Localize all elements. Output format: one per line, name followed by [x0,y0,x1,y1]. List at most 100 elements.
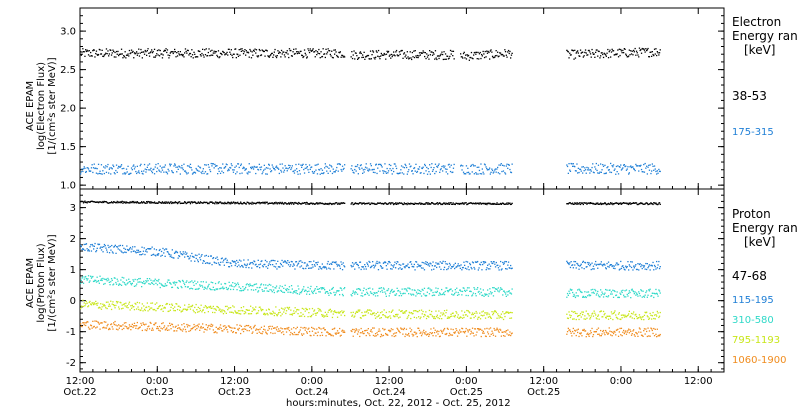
data-point [264,202,266,205]
data-point [98,172,100,175]
data-point [259,263,262,265]
data-point [620,290,623,292]
data-point [630,165,632,167]
data-point [197,324,199,326]
data-point [423,172,425,175]
data-point [445,202,447,204]
data-point [250,167,253,170]
data-point [484,164,486,166]
data-point [639,165,641,167]
data-point [237,202,240,205]
data-point [253,202,255,204]
data-point [651,163,653,165]
data-point [336,163,339,165]
data-point [103,201,105,204]
data-point [113,322,115,324]
data-point [574,312,577,314]
data-point [184,328,187,331]
data-point [178,255,181,258]
data-point [186,165,189,167]
data-point [176,303,178,305]
data-point [166,202,168,204]
data-point [633,317,635,320]
data-point [591,202,593,204]
data-point [459,317,461,319]
data-point [152,280,154,282]
data-point [653,48,656,50]
data-point [458,317,460,320]
data-point [190,167,192,169]
data-point [439,293,441,295]
data-point [285,310,288,312]
data-point [189,52,191,55]
data-point [402,312,405,314]
data-point [97,280,99,283]
data-point [646,49,648,51]
data-point [589,265,591,267]
data-point [399,172,401,174]
data-point [460,202,462,204]
data-point [204,49,206,51]
data-point [309,288,311,290]
data-point [124,305,126,307]
data-point [102,327,104,329]
data-point [386,333,388,336]
data-point [242,266,244,268]
data-point [291,165,293,167]
data-point [643,314,646,316]
data-point [630,203,632,205]
data-point [130,329,132,331]
data-point [400,169,402,171]
data-point [253,308,255,310]
data-point [589,51,591,53]
data-point [444,261,446,263]
data-point [355,311,357,313]
data-point [581,51,583,54]
data-point [400,202,403,204]
data-point [102,277,104,280]
data-point [275,329,278,331]
data-point [270,202,273,204]
data-point [266,261,268,263]
data-point [371,202,373,204]
data-point [362,295,364,297]
data-point [99,49,101,51]
data-point [630,289,633,291]
data-point [630,315,632,317]
data-point [278,330,280,332]
data-point [658,289,660,291]
data-point [624,165,626,168]
data-point [635,315,638,318]
data-point [227,288,229,291]
data-point [367,54,370,57]
data-point [225,312,227,314]
data-point [156,279,158,282]
data-point [421,167,424,170]
data-point [236,312,238,314]
data-point [383,309,385,311]
data-point [251,201,253,203]
data-point [615,202,618,204]
data-point [140,202,142,204]
data-point [651,203,653,205]
data-point [80,279,82,281]
data-point [354,168,356,171]
data-point [581,267,583,269]
data-point [206,288,208,290]
data-point [94,201,96,203]
data-point [601,264,603,266]
data-point [293,327,295,329]
data-point [376,332,378,334]
data-point [307,264,309,267]
data-point [257,56,259,58]
data-point [269,325,271,327]
data-point [164,283,166,285]
data-point [438,163,440,165]
data-point [133,200,135,203]
data-point [475,53,477,55]
data-point [428,203,430,205]
data-point [508,312,510,314]
data-point [642,171,644,173]
data-point [619,318,621,320]
data-point [221,202,223,205]
